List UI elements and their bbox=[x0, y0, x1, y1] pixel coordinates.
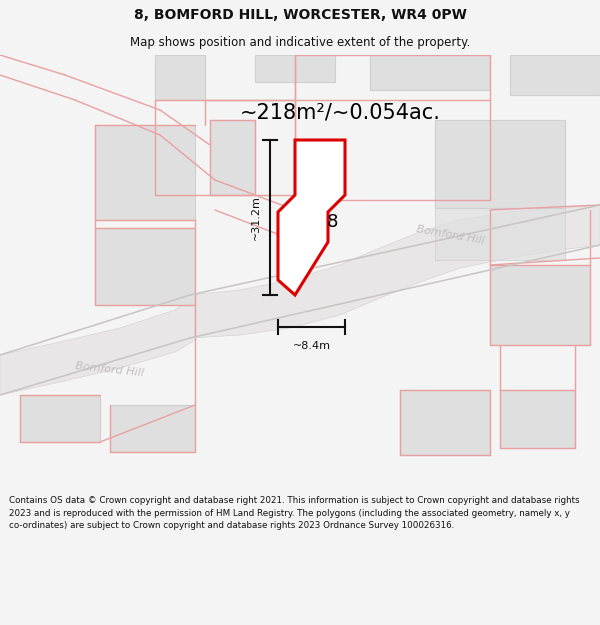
Polygon shape bbox=[435, 208, 565, 260]
Text: 8, BOMFORD HILL, WORCESTER, WR4 0PW: 8, BOMFORD HILL, WORCESTER, WR4 0PW bbox=[134, 8, 466, 22]
Polygon shape bbox=[435, 120, 565, 208]
Polygon shape bbox=[95, 228, 195, 305]
Text: 8: 8 bbox=[326, 213, 338, 231]
Polygon shape bbox=[278, 140, 345, 295]
Polygon shape bbox=[510, 55, 600, 95]
Polygon shape bbox=[95, 125, 195, 220]
Polygon shape bbox=[190, 205, 600, 338]
Polygon shape bbox=[255, 55, 335, 82]
Text: Bomford Hill: Bomford Hill bbox=[415, 224, 485, 246]
Text: ~31.2m: ~31.2m bbox=[251, 195, 261, 240]
Text: Bomford Hill: Bomford Hill bbox=[75, 361, 145, 379]
Polygon shape bbox=[0, 295, 195, 395]
Text: ~218m²/~0.054ac.: ~218m²/~0.054ac. bbox=[240, 102, 441, 122]
Text: ~8.4m: ~8.4m bbox=[293, 341, 331, 351]
Polygon shape bbox=[490, 265, 590, 345]
Polygon shape bbox=[110, 405, 195, 452]
Polygon shape bbox=[370, 55, 490, 90]
Polygon shape bbox=[210, 120, 255, 195]
Polygon shape bbox=[500, 390, 575, 448]
Text: Map shows position and indicative extent of the property.: Map shows position and indicative extent… bbox=[130, 36, 470, 49]
Polygon shape bbox=[155, 55, 205, 100]
Polygon shape bbox=[400, 390, 490, 455]
Text: Contains OS data © Crown copyright and database right 2021. This information is : Contains OS data © Crown copyright and d… bbox=[9, 496, 580, 530]
Polygon shape bbox=[20, 395, 100, 442]
